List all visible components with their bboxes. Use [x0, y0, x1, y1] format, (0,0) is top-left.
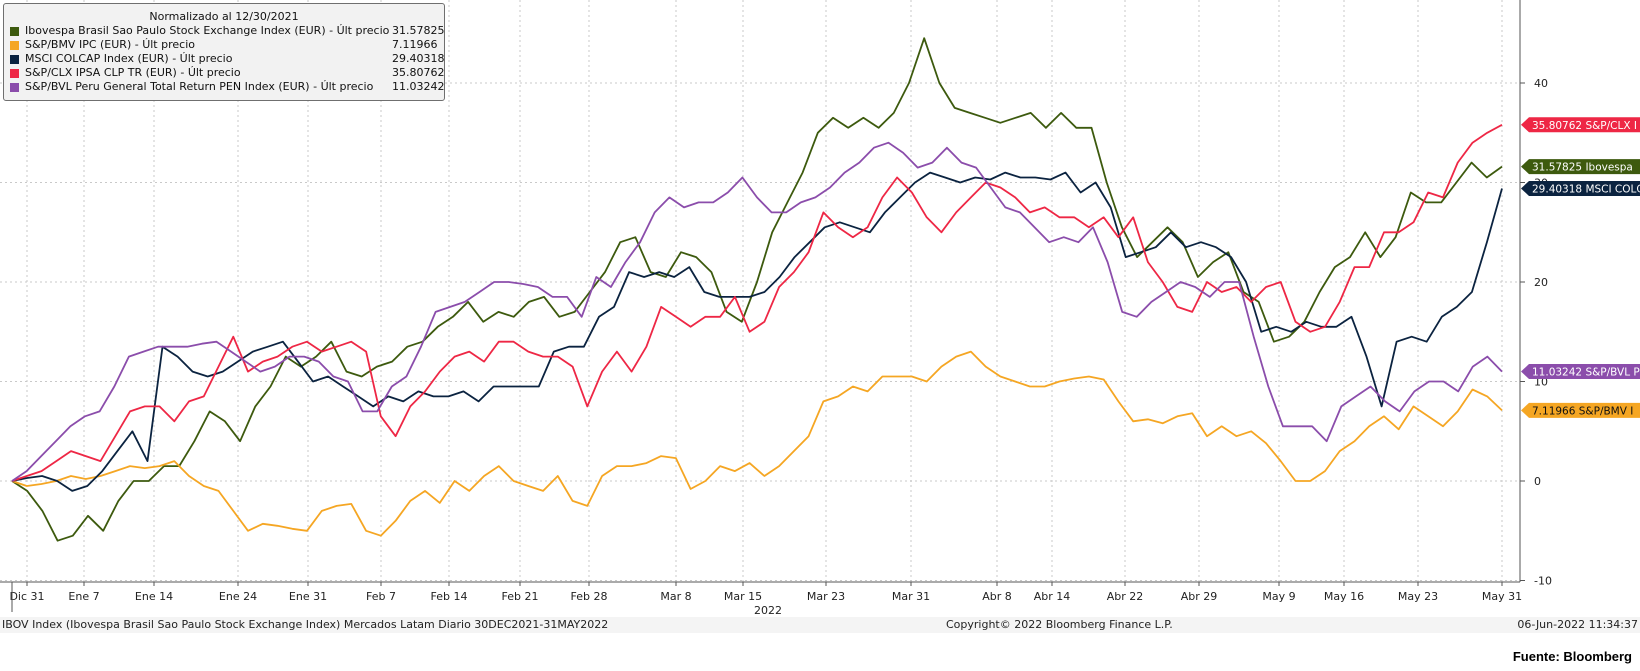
y-tick-label: -10	[1534, 575, 1552, 588]
x-tick-label: Abr 8	[982, 590, 1012, 603]
x-tick-label: Abr 29	[1181, 590, 1218, 603]
footer-copyright: Copyright© 2022 Bloomberg Finance L.P.	[946, 618, 1173, 631]
legend-value-ipsa: 35.80762	[392, 66, 445, 79]
legend-swatch-ibovespa	[10, 27, 19, 36]
x-tick-label: Ene 24	[219, 590, 257, 603]
legend-swatch-colcap	[10, 55, 19, 64]
y-axis: -10010203040	[1519, 0, 1552, 588]
legend-swatch-ipc	[10, 41, 19, 50]
y-tick-label: 0	[1534, 475, 1541, 488]
value-tag-label-ipsa: 35.80762 S&P/CLX I	[1532, 120, 1637, 132]
legend-value-peru: 11.03242	[392, 80, 445, 93]
value-tag-label-ibov: 31.57825 Ibovespa	[1532, 162, 1633, 174]
x-tick-label: Feb 28	[571, 590, 608, 603]
legend-value-ibovespa: 31.57825	[392, 24, 445, 37]
series-line-ipc	[11, 350, 1503, 537]
legend-label-ipc: S&P/BMV IPC (EUR) - Últ precio	[25, 38, 195, 51]
value-tag-peru	[1521, 364, 1640, 380]
x-axis: Dic 31 Ene 7 Ene 14 Ene 24 Ene 31 Feb 7 Feb 14…	[0, 581, 1522, 617]
value-tag-ipsa	[1521, 117, 1640, 133]
x-tick-label: Feb 14	[431, 590, 468, 603]
x-tick-label: Dic 31	[9, 590, 44, 603]
x-tick-label: May 16	[1324, 590, 1364, 603]
legend-swatch-peru	[10, 83, 19, 92]
legend-value-ipc: 7.11966	[392, 38, 438, 51]
legend-entry-ipc: S&P/BMV IPC (EUR) - Últ precio 7.11966	[4, 38, 444, 52]
legend-entry-ibovespa: Ibovespa Brasil Sao Paulo Stock Exchange…	[4, 24, 445, 38]
x-tick-label: Abr 22	[1107, 590, 1144, 603]
legend-swatch-ipsa	[10, 69, 19, 78]
x-tick-label: Ene 7	[68, 590, 99, 603]
legend-label-colcap: MSCI COLCAP Index (EUR) - Últ precio	[25, 52, 233, 65]
legend-entry-peru: S&P/BVL Peru General Total Return PEN In…	[4, 80, 445, 94]
legend-value-colcap: 29.40318	[392, 52, 445, 65]
x-tick-label: May 23	[1398, 590, 1438, 603]
x-tick-label: Feb 7	[366, 590, 396, 603]
x-tick-label: Mar 31	[892, 590, 930, 603]
series-lines	[11, 37, 1503, 542]
legend-label-ibovespa: Ibovespa Brasil Sao Paulo Stock Exchange…	[25, 24, 390, 37]
value-tag-ibov	[1521, 159, 1640, 175]
legend-label-peru: S&P/BVL Peru General Total Return PEN In…	[25, 80, 374, 93]
legend-entry-ipsa: S&P/CLX IPSA CLP TR (EUR) - Últ precio 3…	[4, 66, 445, 80]
x-year-label: 2022	[754, 604, 782, 617]
x-tick-label: May 9	[1262, 590, 1295, 603]
value-tag-ipc	[1521, 402, 1640, 418]
x-tick-label: Ene 14	[135, 590, 173, 603]
series-line-ipsa	[11, 124, 1503, 482]
legend-entry-colcap: MSCI COLCAP Index (EUR) - Últ precio 29.…	[4, 52, 445, 66]
legend-label-ipsa: S&P/CLX IPSA CLP TR (EUR) - Últ precio	[25, 66, 241, 79]
x-tick-label: Feb 21	[502, 590, 539, 603]
y-tick-label: 20	[1534, 276, 1548, 289]
series-line-colcap	[11, 171, 1503, 492]
x-tick-label: Mar 15	[724, 590, 762, 603]
last-value-tags: 31.57825 Ibovespa 7.11966 S&P/BMV I 29.403…	[1521, 117, 1640, 418]
x-tick-label: Mar 23	[807, 590, 845, 603]
legend: Normalizado al 12/30/2021 Ibovespa Brasi…	[3, 3, 445, 101]
x-tick-label: Mar 8	[660, 590, 691, 603]
x-tick-label: Abr 14	[1034, 590, 1071, 603]
footer-timestamp: 06-Jun-2022 11:34:37	[1517, 618, 1638, 631]
footer-description: IBOV Index (Ibovespa Brasil Sao Paulo St…	[2, 618, 609, 631]
source-note: Fuente: Bloomberg	[1512, 649, 1632, 664]
x-tick-label: May 31	[1482, 590, 1522, 603]
value-tag-label-colcap: 29.40318 MSCI COLC	[1532, 183, 1640, 195]
legend-title: Normalizado al 12/30/2021	[149, 10, 299, 23]
value-tag-label-peru: 11.03242 S&P/BVL P	[1532, 367, 1640, 379]
footer-bar: IBOV Index (Ibovespa Brasil Sao Paulo St…	[0, 617, 1640, 633]
y-tick-label: 40	[1534, 77, 1548, 90]
series-line-peru	[11, 141, 1503, 482]
value-tag-colcap	[1521, 180, 1640, 196]
value-tag-label-ipc: 7.11966 S&P/BMV I	[1532, 405, 1633, 417]
x-tick-label: Ene 31	[289, 590, 327, 603]
